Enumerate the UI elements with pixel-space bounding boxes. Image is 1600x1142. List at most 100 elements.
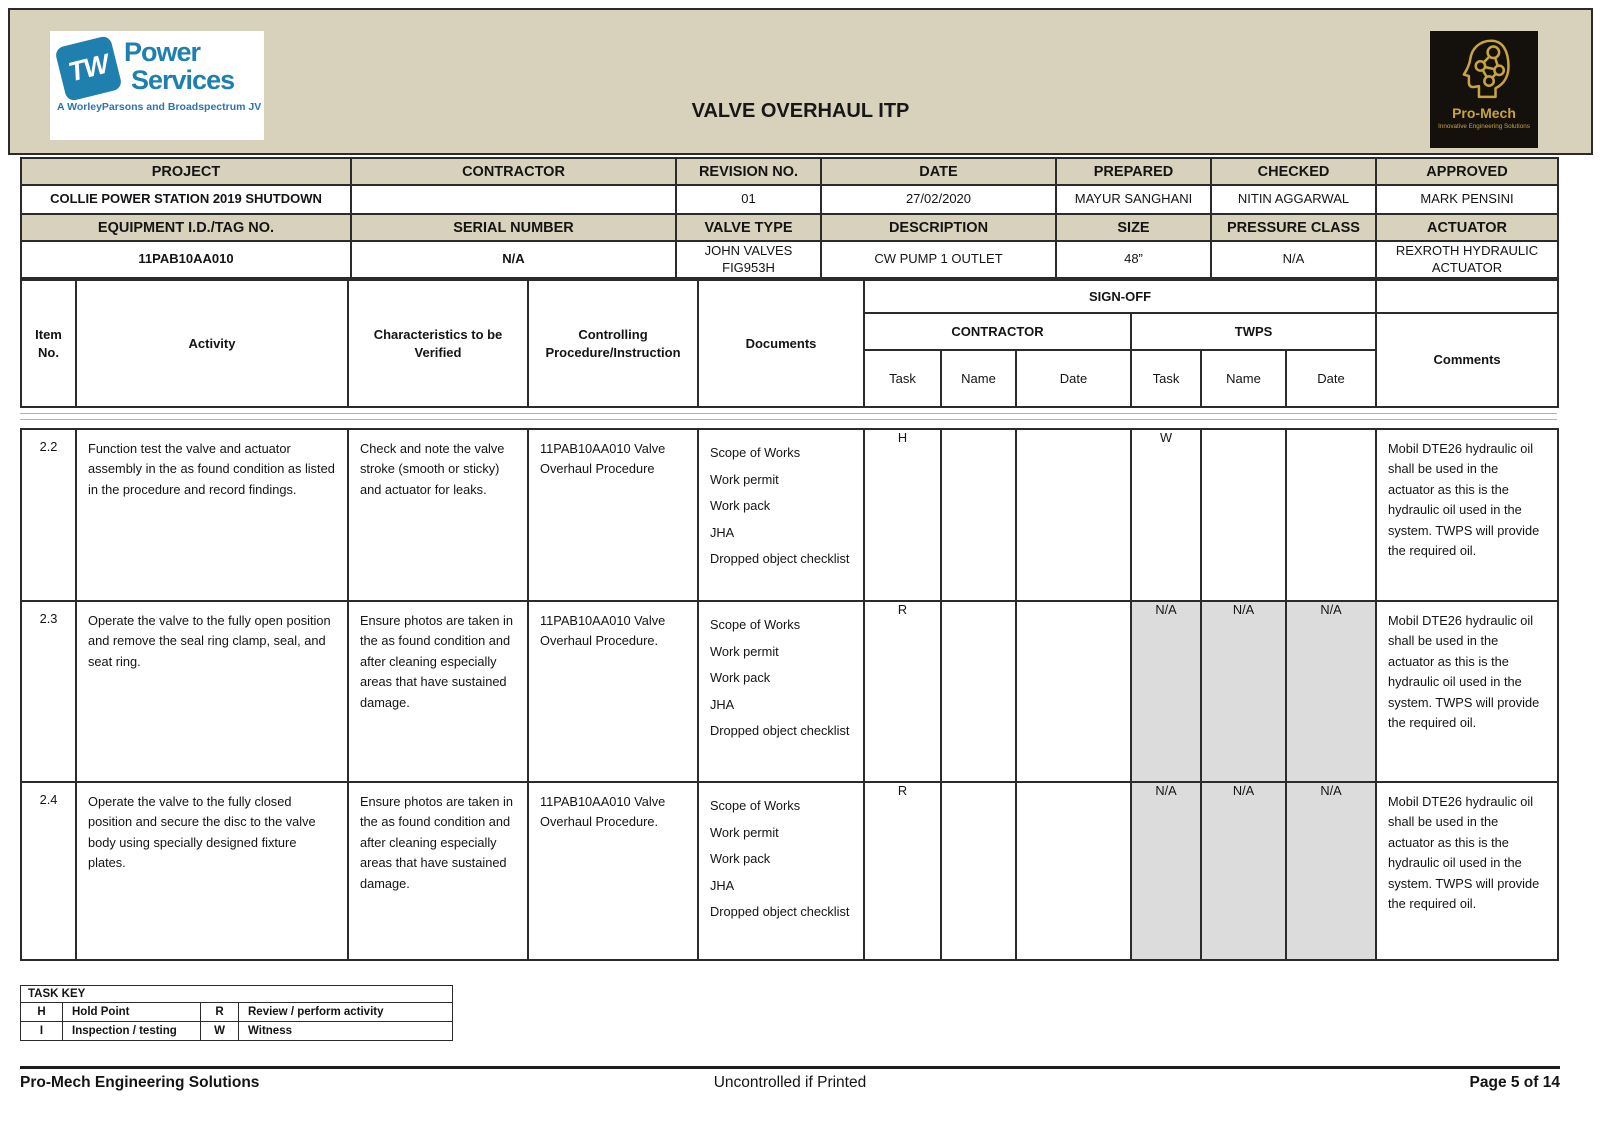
promech-logo: Pro-Mech Innovative Engineering Solution… xyxy=(1430,31,1538,148)
col-header-documents: Documents xyxy=(697,279,865,408)
info-header-size: SIZE xyxy=(1055,213,1212,242)
activity-cell: Function test the valve and actuator ass… xyxy=(75,428,349,602)
comments-cell: Mobil DTE26 hydraulic oil shall be used … xyxy=(1375,781,1559,961)
footer-company: Pro-Mech Engineering Solutions xyxy=(20,1074,260,1091)
contractor-name-cell xyxy=(940,600,1017,783)
info-value-checked: NITIN AGGARWAL xyxy=(1210,184,1377,215)
twps-date-cell: N/A xyxy=(1285,781,1377,961)
col-header-comments: Comments xyxy=(1375,312,1560,408)
activity-cell: Operate the valve to the fully closed po… xyxy=(75,781,349,961)
info-header-pressure-class: PRESSURE CLASS xyxy=(1210,213,1377,242)
project-info-table: PROJECT CONTRACTOR REVISION NO. DATE PRE… xyxy=(20,157,1559,279)
activity-cell: Operate the valve to the fully open posi… xyxy=(75,600,349,783)
document-header-band: TW Power Services A WorleyParsons and Br… xyxy=(8,8,1593,155)
signoff-corner-cell xyxy=(1375,279,1560,314)
info-header-approved: APPROVED xyxy=(1375,157,1559,186)
task-key-title: TASK KEY xyxy=(19,985,454,1003)
twps-task-cell: N/A xyxy=(1130,781,1202,961)
documents-cell: Scope of Works Work permit Work pack JHA… xyxy=(697,428,865,602)
comments-cell: Mobil DTE26 hydraulic oil shall be used … xyxy=(1375,600,1559,783)
item-no-cell: 2.4 xyxy=(20,781,77,961)
col-header-sign-off: SIGN-OFF xyxy=(862,279,1378,314)
tw-initials: TW xyxy=(65,48,112,88)
tw-logo-mark-icon: TW xyxy=(54,34,123,103)
info-header-actuator: ACTUATOR xyxy=(1375,213,1559,242)
info-value-serial-number: N/A xyxy=(350,240,677,279)
item-no-cell: 2.3 xyxy=(20,600,77,783)
footer-control-note: Uncontrolled if Printed xyxy=(713,1074,867,1091)
characteristics-cell: Ensure photos are taken in the as found … xyxy=(347,781,529,961)
promech-head-icon xyxy=(1462,39,1510,99)
twps-name-cell xyxy=(1200,428,1287,602)
info-value-description: CW PUMP 1 OUTLET xyxy=(820,240,1057,279)
info-header-valve-type: VALVE TYPE xyxy=(675,213,822,242)
task-key-code: R xyxy=(200,1002,239,1022)
comments-cell: Mobil DTE26 hydraulic oil shall be used … xyxy=(1375,428,1559,602)
tw-word-power: Power xyxy=(124,37,201,67)
contractor-name-cell xyxy=(940,781,1017,961)
procedure-cell: 11PAB10AA010 Valve Overhaul Procedure. xyxy=(527,600,699,783)
tw-power-services-logo: TW Power Services A WorleyParsons and Br… xyxy=(50,31,264,140)
info-value-date: 27/02/2020 xyxy=(820,184,1057,215)
documents-cell: Scope of Works Work permit Work pack JHA… xyxy=(697,781,865,961)
info-value-revision: 01 xyxy=(675,184,822,215)
col-header-contractor-date: Date xyxy=(1015,349,1132,408)
twps-date-cell: N/A xyxy=(1285,600,1377,783)
info-value-pressure-class: N/A xyxy=(1210,240,1377,279)
itp-row-2-3: 2.3 Operate the valve to the fully open … xyxy=(20,600,1559,783)
info-header-prepared: PREPARED xyxy=(1055,157,1212,186)
itp-header-table: Item No. Activity Characteristics to be … xyxy=(20,279,1560,408)
promech-logo-name: Pro-Mech xyxy=(1452,105,1516,121)
procedure-cell: 11PAB10AA010 Valve Overhaul Procedure. xyxy=(527,781,699,961)
info-header-revision: REVISION NO. xyxy=(675,157,822,186)
characteristics-cell: Check and note the valve stroke (smooth … xyxy=(347,428,529,602)
twps-date-cell xyxy=(1285,428,1377,602)
tw-logo-tagline: A WorleyParsons and Broadspectrum JV xyxy=(57,101,262,113)
col-header-contractor-name: Name xyxy=(940,349,1017,408)
promech-logo-tagline: Innovative Engineering Solutions xyxy=(1438,123,1530,130)
info-header-description: DESCRIPTION xyxy=(820,213,1057,242)
page-title: VALVE OVERHAUL ITP xyxy=(691,100,910,122)
task-key-label: Witness xyxy=(237,1021,454,1041)
procedure-cell: 11PAB10AA010 Valve Overhaul Procedure xyxy=(527,428,699,602)
contractor-name-cell xyxy=(940,428,1017,602)
itp-row-2-2: 2.2 Function test the valve and actuator… xyxy=(20,428,1559,602)
contractor-date-cell xyxy=(1015,781,1132,961)
contractor-task-cell: R xyxy=(863,781,942,961)
info-header-serial-number: SERIAL NUMBER xyxy=(350,213,677,242)
col-header-twps-task: Task xyxy=(1130,349,1202,408)
itp-row-2-4: 2.4 Operate the valve to the fully close… xyxy=(20,781,1559,961)
task-key-table: TASK KEY H Hold Point R Review / perform… xyxy=(19,985,454,1041)
task-key-code: H xyxy=(20,1002,63,1022)
info-value-contractor xyxy=(350,184,677,215)
info-header-date: DATE xyxy=(820,157,1057,186)
info-header-project: PROJECT xyxy=(20,157,352,186)
contractor-task-cell: R xyxy=(863,600,942,783)
tw-word-services: Services xyxy=(131,64,235,95)
page-footer: Pro-Mech Engineering Solutions Uncontrol… xyxy=(20,1066,1560,1092)
info-value-valve-type: JOHN VALVES FIG953H xyxy=(675,240,822,279)
col-header-twps-date: Date xyxy=(1284,349,1378,408)
info-value-prepared: MAYUR SANGHANI xyxy=(1055,184,1212,215)
info-header-contractor: CONTRACTOR xyxy=(350,157,677,186)
task-key-label: Review / perform activity xyxy=(237,1002,454,1022)
task-key-label: Inspection / testing xyxy=(62,1021,201,1041)
tw-logo-wordmark: Power Services xyxy=(124,37,235,96)
contractor-task-cell: H xyxy=(863,428,942,602)
twps-task-cell: W xyxy=(1130,428,1202,602)
page-break-divider xyxy=(20,413,1557,420)
contractor-date-cell xyxy=(1015,600,1132,783)
task-key-code: I xyxy=(20,1021,63,1041)
document-body: PROJECT CONTRACTOR REVISION NO. DATE PRE… xyxy=(19,157,1560,1041)
twps-name-cell: N/A xyxy=(1200,781,1287,961)
info-value-size: 48” xyxy=(1055,240,1212,279)
contractor-date-cell xyxy=(1015,428,1132,602)
info-value-equipment-id: 11PAB10AA010 xyxy=(20,240,352,279)
col-header-contractor: CONTRACTOR xyxy=(863,312,1132,351)
characteristics-cell: Ensure photos are taken in the as found … xyxy=(347,600,529,783)
info-header-equipment-id: EQUIPMENT I.D./TAG NO. xyxy=(20,213,352,242)
info-value-actuator: REXROTH HYDRAULIC ACTUATOR xyxy=(1375,240,1559,279)
info-value-approved: MARK PENSINI xyxy=(1375,184,1559,215)
info-header-checked: CHECKED xyxy=(1210,157,1377,186)
